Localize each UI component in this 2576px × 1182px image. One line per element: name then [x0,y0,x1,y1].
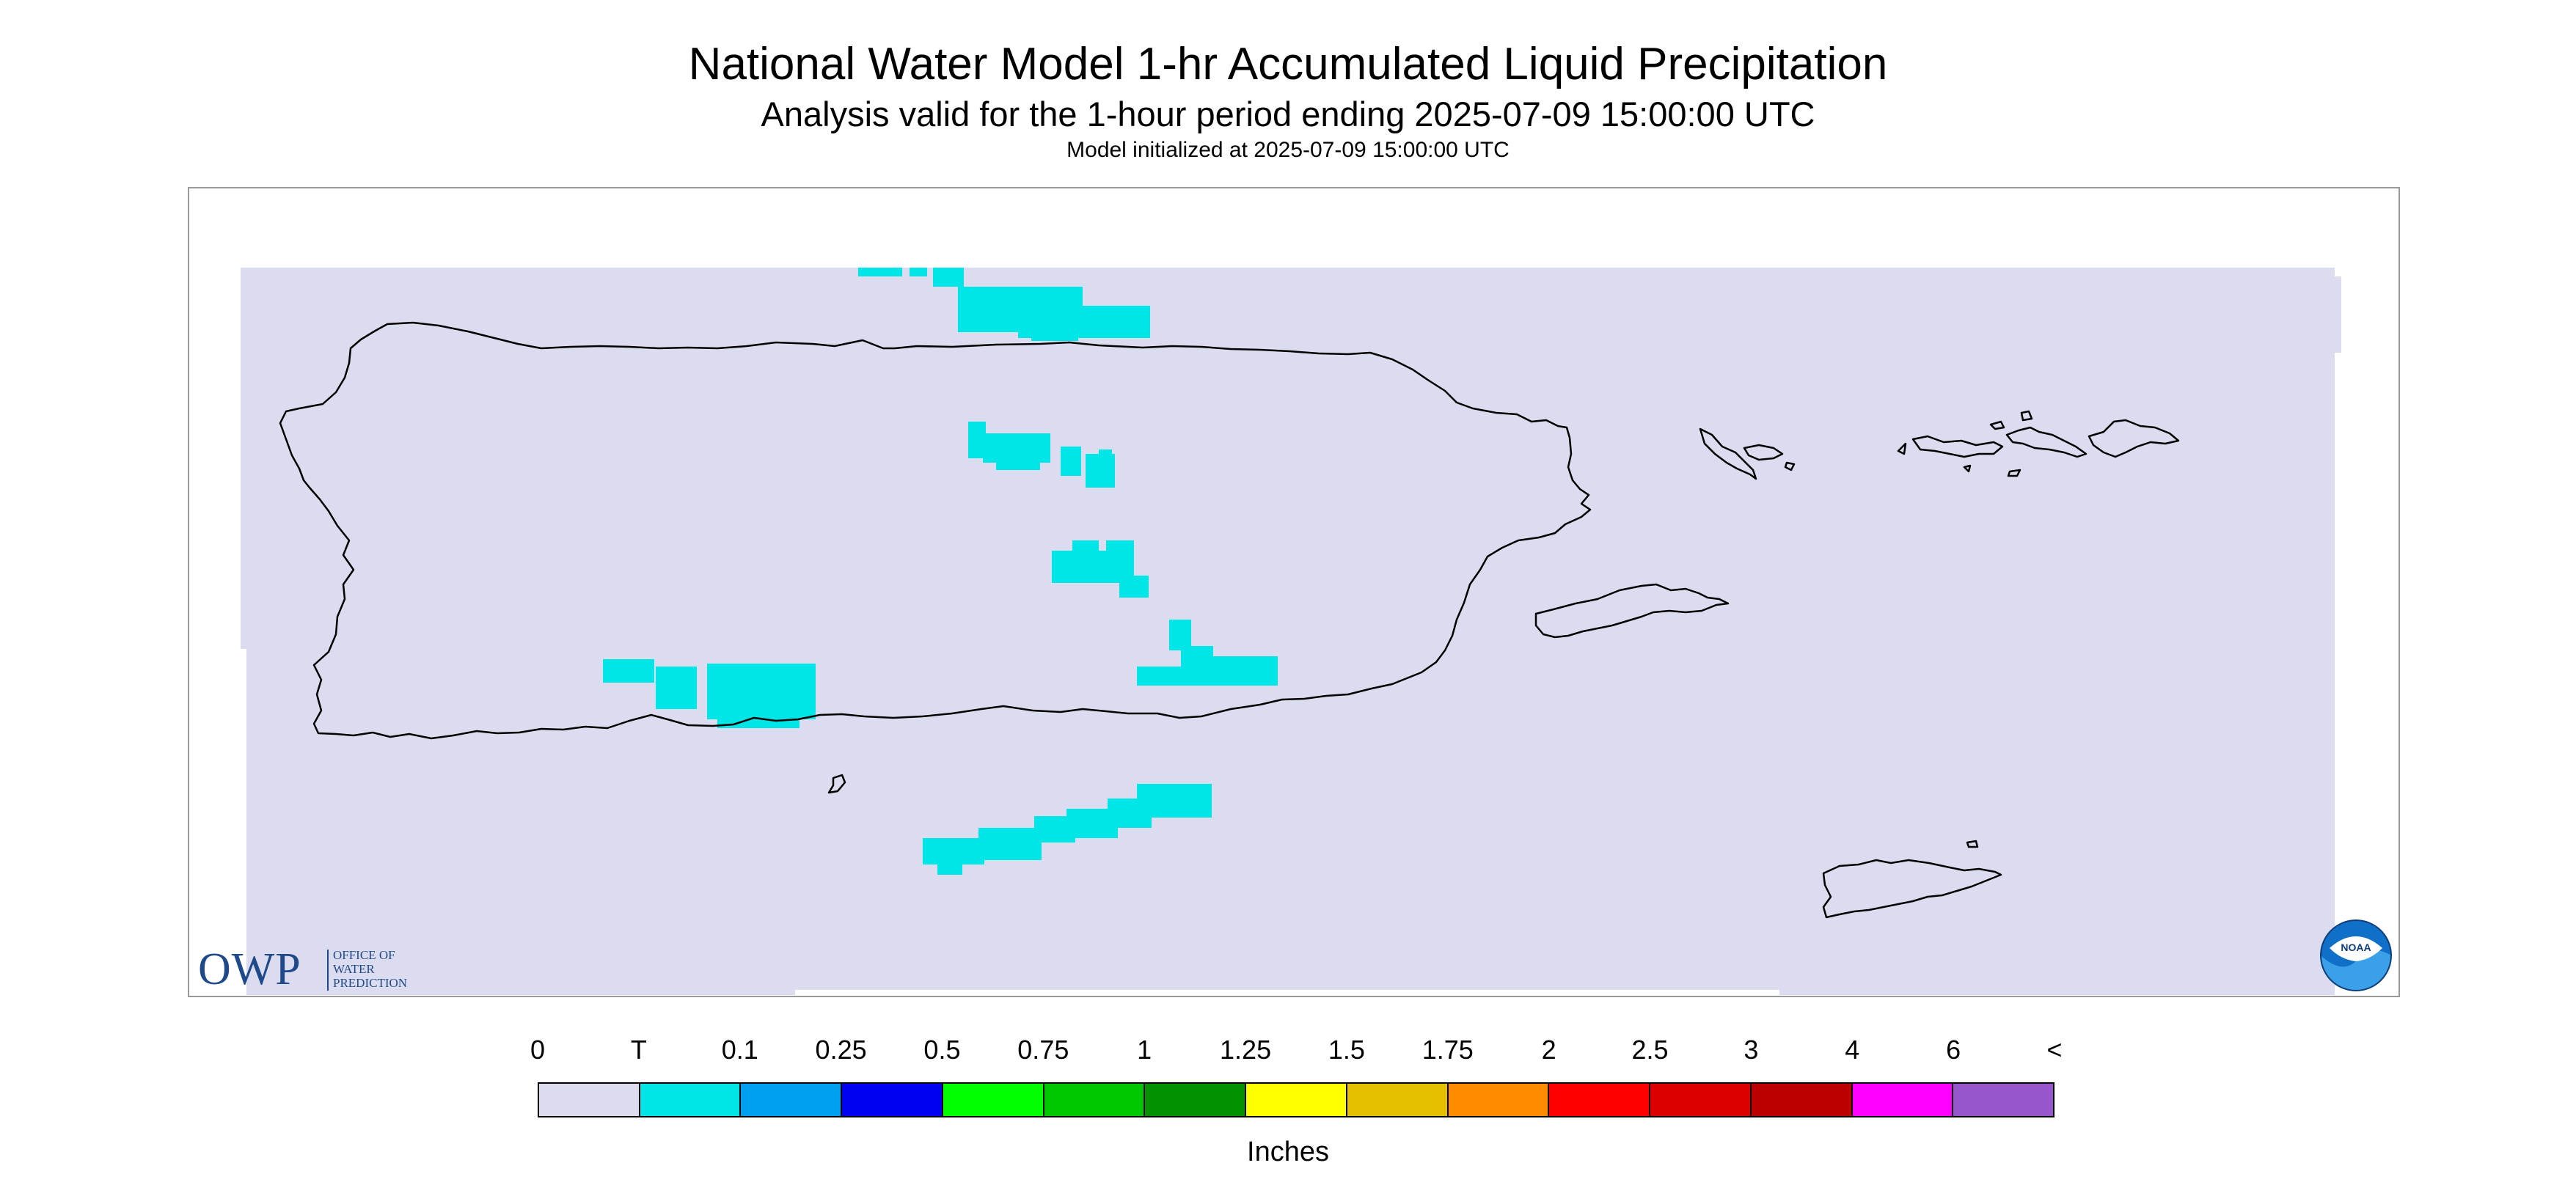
legend-swatch [1044,1084,1146,1116]
legend-swatch [842,1084,943,1116]
map-subtitle: Analysis valid for the 1-hour period end… [761,95,1815,133]
st-croix-coastline [1822,840,2002,919]
vieques-coastline [1534,583,1730,639]
coastlines [279,321,2180,919]
legend-swatch [1953,1084,2054,1116]
legend-label: T [630,1035,647,1065]
map-title: National Water Model 1-hr Accumulated Li… [688,39,1888,89]
owp-logo-subtext: OFFICE OF WATER PREDICTION [333,948,408,990]
legend-label: 0.25 [815,1035,867,1065]
svg-text:NOAA: NOAA [2341,941,2371,953]
owp-logo: OWP OFFICE OF WATER PREDICTION [198,944,440,995]
precip-map [241,268,2341,995]
legend-swatch [1448,1084,1550,1116]
legend-label: 1.75 [1421,1035,1474,1065]
legend-swatch [1549,1084,1651,1116]
noaa-logo: NOAA [2319,919,2393,992]
legend-label: < [2046,1035,2063,1065]
legend-label: 0.5 [923,1035,961,1065]
legend-swatch [640,1084,742,1116]
legend-label: 6 [1946,1035,1961,1065]
owp-logo-divider [327,950,329,991]
model-domain [241,268,2341,995]
legend-labels: 0 T 0.1 0.25 0.5 0.75 1 1.25 1.5 1.75 2 2.5 3 4 6 < [0,1034,2576,1071]
noaa-emblem-icon: NOAA [2320,919,2392,991]
legend-label: 3 [1743,1035,1759,1065]
map-panel[interactable]: OWP OFFICE OF WATER PREDICTION NOAA [188,187,2400,997]
legend-swatch [1852,1084,1954,1116]
legend-units: Inches [1247,1137,1329,1167]
legend-label: 1 [1137,1035,1152,1065]
legend-label: 2 [1541,1035,1556,1065]
legend-swatch [1145,1084,1247,1116]
legend-label: 1.5 [1328,1035,1365,1065]
st-thomas-coastline [1911,435,2004,458]
legend-swatch [1347,1084,1449,1116]
legend-swatch [1246,1084,1347,1116]
isla-de-mona-coastline [827,774,846,794]
legend-colorbar [538,1082,2054,1117]
legend-label: 4 [1845,1035,1860,1065]
puerto-rico-coastline [279,321,1592,740]
st-john-coastline [1989,410,2087,458]
legend-swatch [1650,1084,1752,1116]
legend-swatch [1751,1084,1853,1116]
culebra-coastline [1699,427,1796,480]
model-init-time: Model initialized at 2025-07-09 15:00:00… [1066,138,1510,162]
owp-logo-text: OWP [198,944,301,994]
legend-label: 1.25 [1220,1035,1272,1065]
legend-swatch [539,1084,640,1116]
legend-swatch [943,1084,1044,1116]
legend-label: 2.5 [1631,1035,1669,1065]
legend-swatch [741,1084,843,1116]
legend-label: 0.75 [1017,1035,1069,1065]
tortola-coastline [1897,419,2180,477]
precip-cells [603,268,1278,875]
legend-label: 0 [530,1035,546,1065]
legend-label: 0.1 [721,1035,758,1065]
